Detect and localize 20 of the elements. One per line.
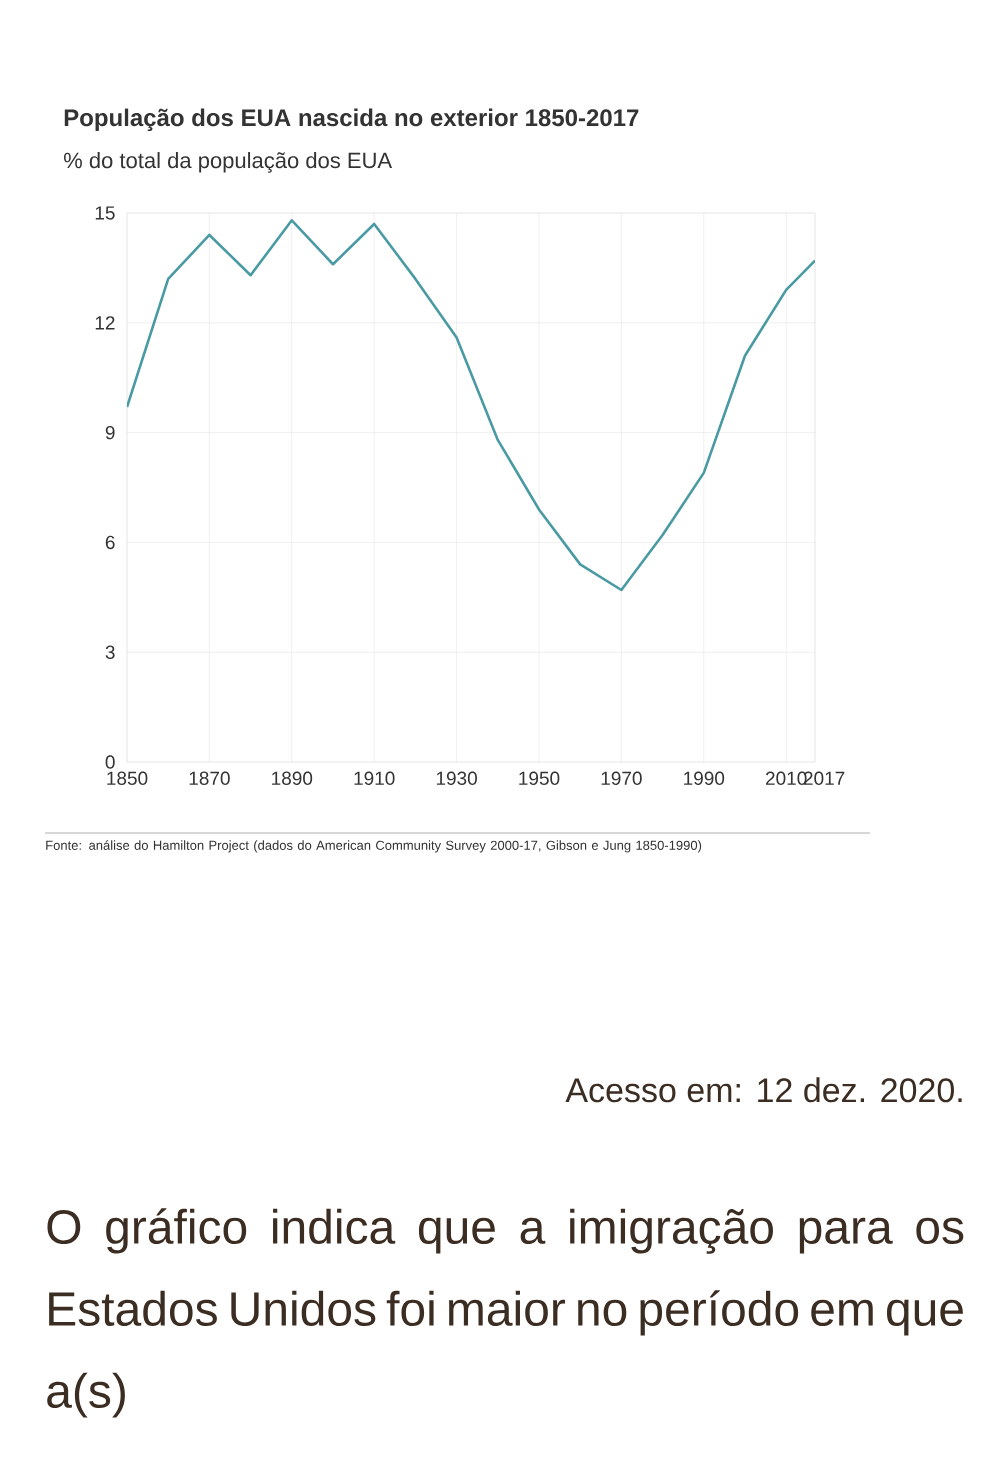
text: O gráfico indica que a imigração para os Estados Unidos foi maior no período em que a(s) <box>47 1208 964 1418</box>
x-tick-label: 1950 <box>519 771 560 785</box>
y-tick-label: 0 <box>105 755 115 769</box>
text: Acesso em: 12 dez. 2020. <box>565 1077 962 1103</box>
x-tick-label: 1890 <box>272 771 313 785</box>
x-tick-label: 1870 <box>189 771 230 785</box>
line-series <box>127 219 816 592</box>
x-tick-label: 1970 <box>601 771 642 785</box>
x-tick-label: 1910 <box>354 771 395 785</box>
y-tick-label: 9 <box>105 425 115 440</box>
x-tick-label: 1930 <box>436 771 477 785</box>
y-tick-label: 15 <box>95 206 115 220</box>
chart-title: População dos EUA nascida no exterior 1850-2017 <box>64 108 639 131</box>
source-note: Fonte: análise do Hamilton Project (dados do American Community Survey 2000-17, Gibson e Jung 1850-1990) <box>46 840 702 853</box>
y-tick-label: 12 <box>95 316 115 330</box>
x-tick-label: 1850 <box>107 771 148 785</box>
chart-subtitle: % do total da população dos EUA <box>63 152 393 173</box>
y-tick-label: 3 <box>105 645 115 659</box>
x-tick-label: 1990 <box>684 771 725 785</box>
y-tick-label: 6 <box>105 535 115 550</box>
